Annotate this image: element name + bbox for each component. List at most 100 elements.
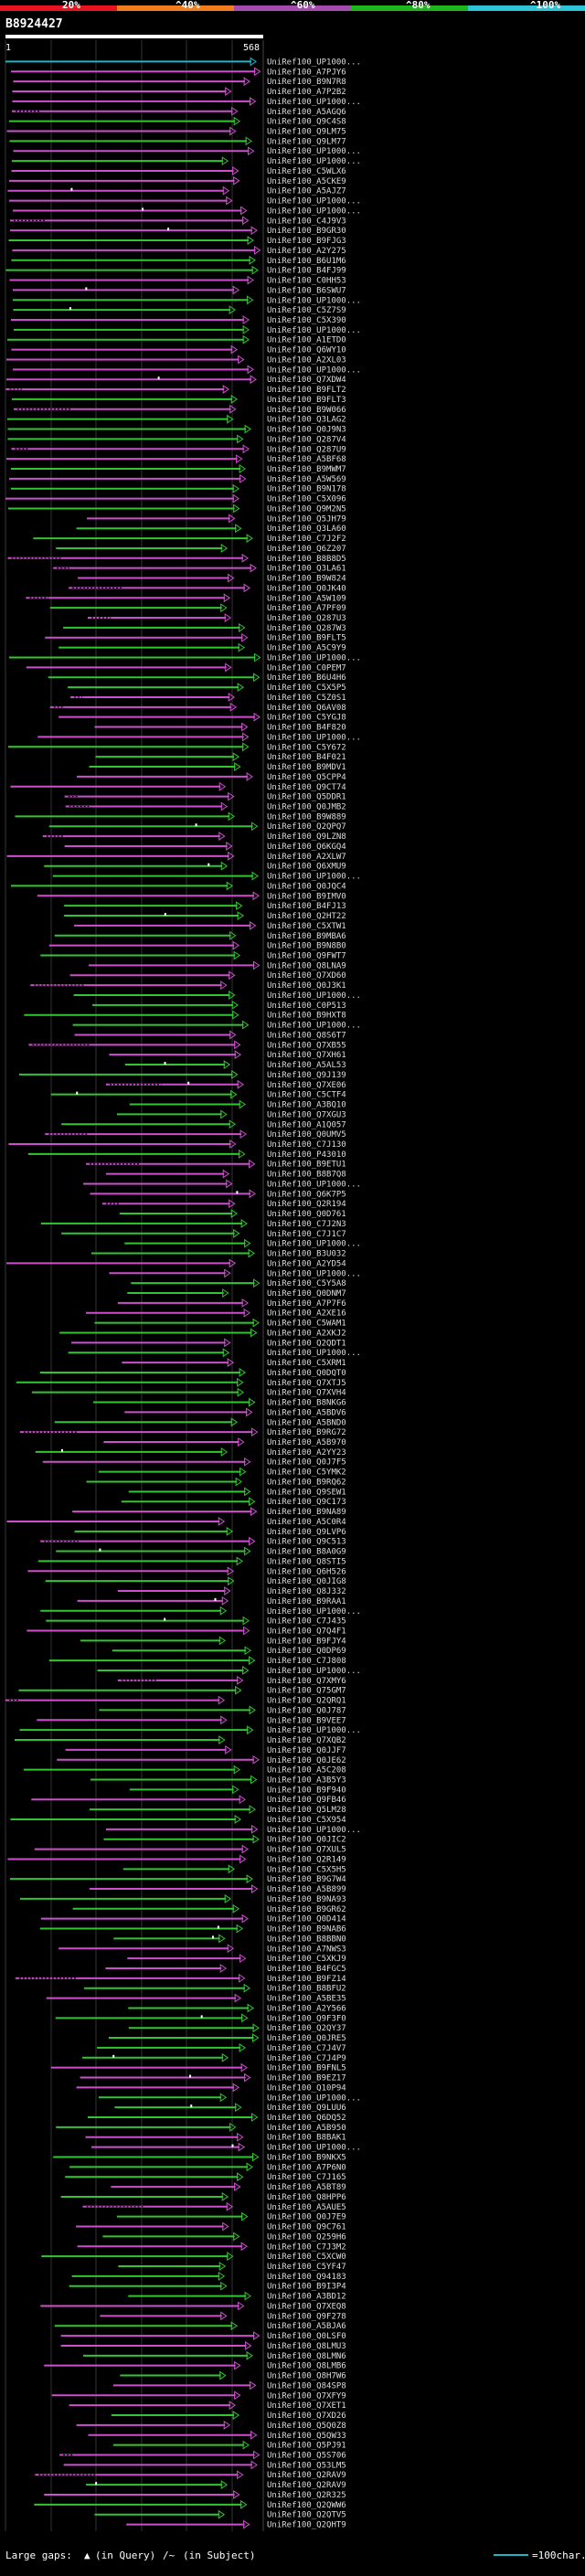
hit-label: UniRef100_A5CKE9: [267, 177, 346, 186]
hit-label: UniRef100_Q0JIC2: [267, 1836, 346, 1845]
hit-arrowhead: [223, 2420, 231, 2430]
large-gap-marker: [112, 2054, 115, 2058]
hit-arrowhead: [239, 1099, 247, 1109]
hit-label: UniRef100_C5X390: [267, 316, 346, 325]
hit-label: UniRef100_Q8S6T7: [267, 1031, 346, 1040]
hit-arrowhead: [250, 375, 257, 385]
hit-arrowhead: [241, 1844, 249, 1854]
hit-arrowhead: [220, 2311, 228, 2321]
hit-label: UniRef100_B9GR62: [267, 1905, 346, 1914]
hit-label: UniRef100_Q9J139: [267, 1071, 346, 1080]
hit-arrowhead: [219, 1964, 228, 1973]
hit-arrowhead: [220, 2281, 228, 2291]
large-gap-marker: [69, 307, 71, 311]
hit-label: UniRef100_Q7Q4F1: [267, 1627, 346, 1636]
hit-arrowhead: [234, 2182, 241, 2192]
hit-label: UniRef100_A5W569: [267, 475, 346, 484]
hit-label: UniRef100_Q259H6: [267, 2232, 346, 2242]
hit-arrowhead: [244, 1646, 251, 1656]
hit-arrowhead: [235, 1477, 243, 1487]
hit-arrowhead: [242, 1616, 250, 1626]
hit-arrowhead: [220, 1715, 228, 1725]
hit-arrowhead: [229, 126, 237, 136]
hit-arrowhead: [226, 2201, 234, 2211]
hit-arrowhead: [234, 1040, 241, 1050]
hit-label: UniRef100_C5Y5A8: [267, 1279, 346, 1288]
hit-label: UniRef100_A7PJY6: [267, 68, 346, 77]
large-gap-marker: [85, 287, 88, 291]
hit-label: UniRef100_Q0JQC4: [267, 882, 346, 891]
hit-label: UniRef100_A2YD54: [267, 1259, 346, 1268]
footer-query-symbol: ▲: [84, 2549, 90, 2561]
large-gap-marker: [207, 863, 210, 866]
hit-arrowhead: [218, 1636, 227, 1646]
identity-scale-segment: [234, 5, 352, 11]
hit-arrowhead: [229, 702, 238, 712]
hit-arrowhead: [237, 1079, 245, 1089]
hit-arrowhead: [252, 2033, 260, 2042]
hit-label: UniRef100_A5AUE5: [267, 2203, 346, 2212]
hit-label: UniRef100_Q0JMB2: [267, 802, 346, 811]
hit-label: UniRef100_B9N8B0: [267, 942, 346, 951]
hit-label: UniRef100_B9FLT2: [267, 386, 346, 395]
hit-label: UniRef100_Q9LUU6: [267, 2104, 346, 2113]
hit-arrowhead: [218, 1695, 226, 1705]
hit-arrowhead: [253, 2450, 261, 2460]
hit-arrowhead: [219, 1606, 228, 1616]
hit-label: UniRef100_B9GR30: [267, 227, 346, 236]
hit-label: UniRef100_Q9F3F0: [267, 2014, 346, 2023]
hit-arrowhead: [229, 930, 237, 940]
identity-scale-segment: [468, 5, 585, 11]
hit-label: UniRef100_C5Y672: [267, 743, 346, 752]
hit-arrowhead: [232, 285, 240, 295]
hit-arrowhead: [229, 305, 237, 315]
hit-arrowhead: [251, 1884, 259, 1893]
hit-arrowhead: [218, 1517, 226, 1526]
hit-arrowhead: [228, 1864, 236, 1874]
hit-arrowhead: [249, 1159, 256, 1169]
hit-arrowhead: [252, 1754, 260, 1765]
hit-label: UniRef100_Q2RAV9: [267, 2481, 346, 2490]
hit-arrowhead: [237, 1387, 245, 1397]
hit-label: UniRef100_B9N7R8: [267, 78, 346, 87]
hit-label: UniRef100_UP1000...: [267, 58, 361, 67]
hit-arrowhead: [241, 2211, 249, 2221]
hit-arrowhead: [220, 603, 228, 613]
hit-label: UniRef100_A5BDV6: [267, 1408, 346, 1417]
hit-arrowhead: [232, 483, 240, 493]
hit-label: UniRef100_A5AL53: [267, 1061, 346, 1070]
hit-label: UniRef100_Q7XD26: [267, 2412, 346, 2421]
hit-label: UniRef100_Q0J7E9: [267, 2213, 346, 2222]
hit-arrowhead: [250, 96, 257, 106]
hit-label: UniRef100_Q8LMN6: [267, 2352, 346, 2361]
hit-label: UniRef100_Q6KGQ4: [267, 843, 346, 852]
large-gap-marker: [187, 1081, 190, 1085]
hit-arrowhead: [229, 2122, 237, 2132]
hit-arrowhead: [229, 514, 236, 524]
hit-arrowhead: [239, 1149, 246, 1159]
hit-label: UniRef100_Q9LM75: [267, 128, 346, 137]
hit-arrowhead: [223, 1060, 231, 1069]
hit-arrowhead: [235, 1685, 242, 1695]
hit-label: UniRef100_B4FGC5: [267, 1965, 346, 1974]
hit-arrowhead: [232, 1903, 240, 1913]
hit-arrowhead: [249, 1397, 256, 1407]
hit-arrowhead: [231, 106, 239, 116]
hit-label: UniRef100_Q7XD60: [267, 971, 346, 981]
hit-label: UniRef100_C7J130: [267, 1140, 346, 1150]
hit-label: UniRef100_Q0J9N3: [267, 426, 346, 435]
hit-label: UniRef100_Q9CT74: [267, 783, 346, 792]
hit-arrowhead: [241, 722, 249, 732]
hit-arrowhead: [230, 345, 239, 355]
hit-arrowhead: [250, 226, 258, 236]
hit-label: UniRef100_Q5CPP4: [267, 773, 346, 782]
hit-arrowhead: [230, 1417, 239, 1427]
hit-label: UniRef100_C5Z7S9: [267, 306, 346, 315]
hit-label: UniRef100_B9VEE7: [267, 1716, 346, 1725]
hit-label: UniRef100_Q9C761: [267, 2223, 346, 2232]
hit-arrowhead: [228, 851, 235, 861]
hit-label: UniRef100_B9FZ14: [267, 1975, 346, 1984]
hit-label: UniRef100_Q8LNA9: [267, 961, 346, 970]
hit-arrowhead: [242, 324, 250, 334]
hit-label: UniRef100_B9W824: [267, 575, 346, 584]
